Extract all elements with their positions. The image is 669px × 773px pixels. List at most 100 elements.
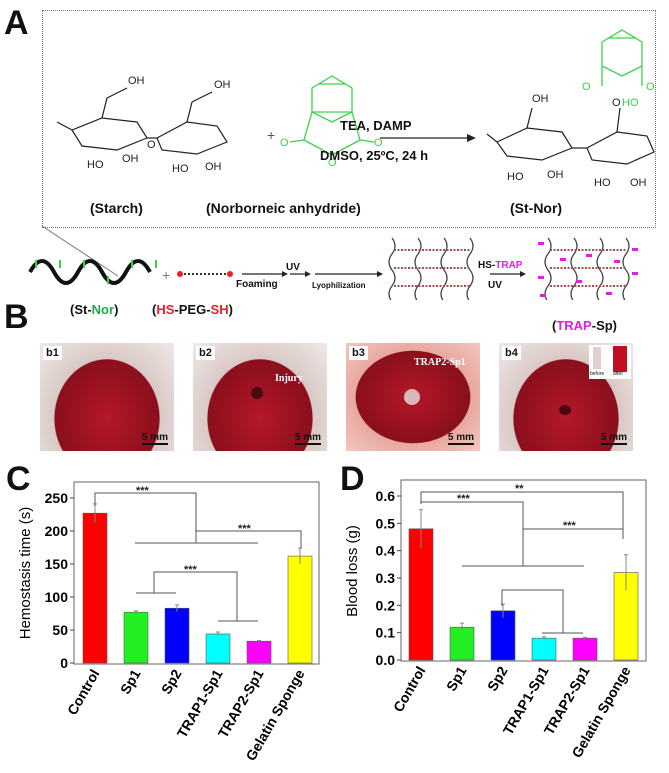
y-tick-label: 250 [45,490,69,506]
bar-control [408,528,434,661]
starch-label: (Starch) [90,200,143,216]
step-foaming: Foaming [236,279,278,290]
svg-text:HO: HO [622,97,639,109]
svg-text:Blood loss (g): Blood loss (g) [344,525,361,617]
svg-text:OH: OH [205,161,222,173]
x-tick-label: Sp2 [484,663,511,693]
svg-text:O: O [328,157,337,169]
step-lyophilization: Lyophilization [312,281,366,290]
step-uv: UV [286,262,300,273]
photo-tag: b4 [502,346,521,360]
y-tick-label: 0.0 [376,652,396,668]
st-nor-label: (St-Nor) [510,200,563,216]
st-nor-structure [486,107,655,165]
svg-text:OH: OH [547,169,564,181]
svg-text:+: + [162,267,170,283]
y-tick-label: 150 [45,556,69,572]
svg-text:***: *** [563,520,577,532]
svg-text:OH: OH [214,79,231,91]
y-tick-label: 100 [45,589,69,605]
sponge-mark [404,389,420,405]
before-after-inset: before after [589,345,631,379]
y-tick-label: 0.2 [376,597,396,613]
panel-label-d: D [340,460,365,498]
svg-text:O: O [280,137,289,149]
svg-text:HO: HO [507,171,524,183]
liver-photo-b3: b3 TRAP2-Sp1 5 mm [346,343,480,451]
injury-mark [251,387,263,399]
hs-peg-sh-label: (HS-PEG-SH) [152,302,233,317]
reaction-scheme-drawing: OH OH HO OH O HO OH + O OO O O O HO OH HO OH … [56,29,655,189]
svg-text:***: *** [457,493,471,505]
reaction-conditions-bottom: DMSO, 25ºC, 24 h [320,148,429,163]
chart-d-blood-loss: 0.0 0.1 0.2 0.3 0.4 0.5 0.6 Blood loss (g) Con… [344,479,647,760]
scale-bar: 5 mm [447,432,474,445]
svg-text:O: O [646,81,655,93]
y-tick-label: 0.6 [376,488,396,504]
svg-text:O: O [147,139,156,151]
y-tick-label: 0.5 [376,515,396,531]
y-tick-label: 0 [60,655,68,671]
bar-control [82,512,108,664]
y-tick-label: 0.4 [376,543,396,559]
svg-text:***: *** [238,523,252,535]
svg-text:O: O [612,97,621,109]
y-tick-label: 0.1 [376,625,396,641]
scale-bar: 5 mm [600,432,627,445]
y-tick-label: 50 [52,622,68,638]
chart-c-hemostasis-time: 0 50 100 150 200 250 Hemostasis time (s) Cont… [17,481,320,763]
svg-text:HO: HO [594,177,611,189]
bar-sp2 [164,607,190,664]
photo-tag: b2 [196,346,215,360]
svg-text:***: *** [184,564,198,576]
panel-label-a: A [4,4,29,42]
x-tick-label: Control [64,667,103,718]
norborneic-anhydride-label: (Norborneic anhydride) [206,200,361,216]
wound-mark [559,405,571,415]
svg-text:OH: OH [128,75,145,87]
starch-structure [56,87,228,155]
svg-text:OH: OH [532,93,549,105]
bar-trap2-sp1 [246,640,272,664]
reaction-conditions-top: TEA, DAMP [340,118,412,133]
bar-gelatin-sponge [287,555,313,664]
bar-sp2 [490,610,516,661]
svg-text:**: ** [515,483,524,495]
process-diagram: + [28,237,638,300]
step-uv-2: UV [488,280,502,291]
bar-sp1 [123,611,149,664]
x-tick-label: Sp1 [117,666,144,696]
bar-trap1-sp1 [205,633,231,664]
liver-photo-b4: b4 before after 5 mm [499,343,633,451]
panel-label-b: B [4,298,29,336]
trap2-sp1-annotation: TRAP2-Sp1 [414,357,466,368]
svg-text:OH: OH [122,153,139,165]
zoom-connector-line [41,226,119,277]
svg-text:OH: OH [630,177,647,189]
bar-sp1 [449,626,475,661]
x-tick-label: Sp2 [158,666,185,696]
scale-bar: 5 mm [141,432,168,445]
svg-text:***: *** [136,485,150,497]
svg-text:+: + [267,127,275,143]
st-nor-process-label: (St-Nor) [70,302,119,317]
photo-tag: b1 [43,346,62,360]
x-tick-label: Control [390,664,429,715]
svg-text:HO: HO [87,159,104,171]
injury-annotation: Injury [275,373,303,384]
bar-trap2-sp1 [572,637,598,661]
bar-trap1-sp1 [531,637,557,661]
scale-bar: 5 mm [294,432,321,445]
trap-sp-label: (TRAP-Sp) [552,318,618,333]
y-tick-label: 0.3 [376,570,396,586]
norbornene-anhydride-structure [289,75,375,156]
liver-photo-b1: b1 5 mm [40,343,174,451]
svg-text:O: O [582,81,591,93]
svg-text:O: O [374,137,383,149]
x-tick-label: Sp1 [443,663,470,693]
svg-text:HO: HO [172,163,189,175]
reaction-scheme-box [42,10,656,228]
step-hs-trap: HS-TRAP [478,260,523,271]
panel-label-c: C [6,460,31,498]
liver-photo-b2: b2 Injury 5 mm [193,343,327,451]
